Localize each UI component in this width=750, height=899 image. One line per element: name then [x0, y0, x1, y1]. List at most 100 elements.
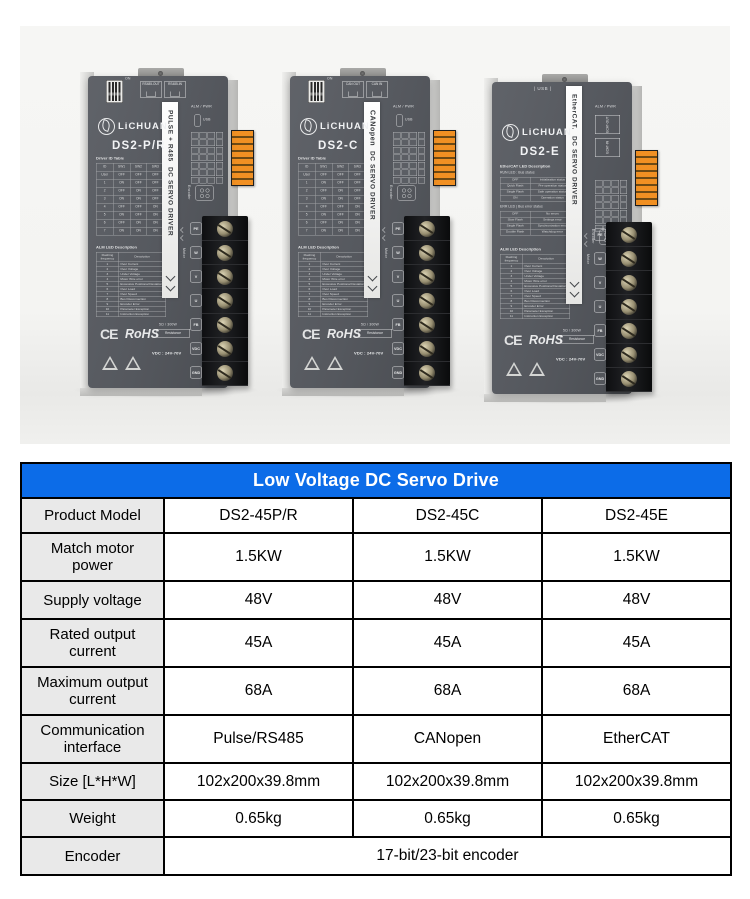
- id-table-body: User OFF OFF OFF 1 ON OFF OFF 2 OFF ON OFF 3 ON ON OFF 4…: [96, 171, 164, 236]
- io-connector-orange: [635, 150, 658, 206]
- cell: 102x200x39.8mm: [352, 762, 543, 801]
- dip-switch: [106, 80, 123, 103]
- terminal-label-pe: PE: [190, 222, 202, 235]
- model-stripe: PULSE + R485 DC SERVO DRIVER: [162, 102, 178, 298]
- stripe-chevron-icon: [367, 281, 377, 292]
- encoder-label: Encoder: [389, 185, 393, 200]
- id-table-title: Driver ID Table: [96, 156, 124, 161]
- io-connector-orange: [231, 130, 254, 186]
- row-label: Maximum output current: [20, 666, 165, 716]
- pin-cell: [409, 139, 417, 146]
- row: ON Operation status: [500, 195, 576, 202]
- cell: 1.5KW: [352, 532, 543, 582]
- stripe-title: PULSE + R485: [166, 110, 174, 162]
- row: 7 ON ON ON: [298, 227, 366, 236]
- vdc-range-label: VDC : 24V-70V: [556, 357, 586, 362]
- pin-cell: [619, 195, 627, 202]
- terminal-screw: [606, 320, 652, 344]
- pin-cell: [409, 154, 417, 161]
- pin-cell: [393, 139, 401, 146]
- warning-icon: [304, 356, 320, 370]
- pin-cell: [393, 177, 401, 184]
- stripe-subtitle: DC SERVO DRIVER: [166, 166, 174, 237]
- ce-mark: CE: [100, 326, 118, 342]
- front-panel: ON RS485-OUT RS485-IN ALM / PWR USB Enco…: [88, 76, 228, 388]
- pin-cell: [199, 132, 207, 139]
- dip-sw: [320, 82, 323, 101]
- top-mount-tab: [138, 68, 184, 78]
- pin-cell: [215, 139, 223, 146]
- row: Flashing frequency Description: [96, 252, 167, 262]
- alm-led-table: Flashing frequency Description 1 Over Curr…: [298, 252, 369, 317]
- pin-cell: [409, 132, 417, 139]
- terminal-screw: [606, 271, 652, 296]
- pin-cell: [393, 169, 401, 176]
- warning-icon: [102, 356, 118, 370]
- row: 4 OFF OFF ON: [96, 203, 164, 212]
- vdc-range-label: VDC : 24V-70V: [354, 351, 384, 356]
- pin-cell: [401, 139, 409, 146]
- terminal-label-w: W: [392, 246, 404, 259]
- cell: OFF: [331, 211, 350, 220]
- pin-cell: [611, 180, 619, 187]
- terminal-label-w: W: [190, 246, 202, 259]
- pin-cell: [611, 202, 619, 209]
- cell: 2: [298, 187, 316, 196]
- enc-dot: [205, 193, 210, 198]
- motor-label: Motor: [384, 248, 388, 259]
- port-label: ECAT-IN: [605, 141, 610, 154]
- terminal-label-v: V: [392, 270, 404, 283]
- terminal-screw: [404, 265, 450, 290]
- cell: SW2: [129, 163, 148, 172]
- pin-cell: [207, 132, 215, 139]
- terminal-screw: [202, 338, 248, 362]
- cell: Description: [118, 252, 167, 262]
- terminal-label-gnd: GND: [392, 366, 404, 379]
- alm-led-table: Flashing frequency Description 1 Over Curr…: [96, 252, 167, 317]
- row: 3 ON ON OFF: [96, 195, 164, 204]
- cell: 11: [298, 311, 321, 317]
- cell: CANopen: [352, 714, 543, 764]
- pin-cell: [595, 210, 603, 217]
- alm-led-table: Flashing frequency Description 1 Over Curr…: [500, 254, 571, 319]
- warning-icon: [125, 356, 141, 370]
- cell: 7: [96, 227, 114, 236]
- cell: 68A: [541, 666, 732, 716]
- terminal-screw: [404, 289, 450, 314]
- rohs-mark: RoHS: [125, 327, 160, 341]
- model-name: DS2-C: [318, 140, 359, 152]
- pin-cell: [401, 162, 409, 169]
- encoder-connector-icon: [195, 185, 214, 201]
- stripe-subtitle: DC SERVO DRIVER: [368, 151, 376, 221]
- dip-on-label: ON: [125, 77, 131, 81]
- pin-cell: [595, 225, 603, 232]
- servo-drive-ds2-c: ON CAN OUT CAN IN ALM / PWR USB Encoder …: [272, 66, 464, 400]
- id-table-head: ID SW1 SW2 SW3: [298, 163, 366, 172]
- alm-pwr-label: ALM / PWR: [393, 104, 414, 109]
- spec-table-title-row: Low Voltage DC Servo Drive: [20, 462, 732, 499]
- pin-cell: [215, 177, 223, 184]
- row: ID SW1 SW2 SW3: [298, 163, 366, 172]
- terminal-label-gnd: GND: [594, 372, 606, 385]
- cell: ON: [500, 195, 531, 202]
- power-terminal-block: [404, 216, 450, 386]
- cell: 3: [96, 195, 114, 204]
- table-row: Rated output current 45A 45A 45A: [20, 618, 732, 668]
- resistance-label: Resistance: [366, 331, 384, 336]
- io-pin-diagram: [393, 132, 425, 184]
- pin-cell: [215, 162, 223, 169]
- terminal-label-vdc: VDC: [392, 342, 404, 355]
- ce-mark: CE: [302, 326, 320, 342]
- usb-top-label: | USB |: [534, 86, 552, 91]
- id-table-head: ID SW1 SW2 SW3: [96, 163, 164, 172]
- pin-cell: [611, 195, 619, 202]
- terminal-screw: [202, 314, 248, 338]
- cell: 48V: [541, 580, 732, 620]
- pin-cell: [393, 162, 401, 169]
- row: 1 ON OFF OFF: [96, 179, 164, 188]
- io-connector-orange: [433, 130, 456, 186]
- terminal-screw: [202, 217, 248, 242]
- model-name: DS2-E: [520, 146, 560, 158]
- pin-cell: [603, 195, 611, 202]
- cell: OFF: [129, 179, 148, 188]
